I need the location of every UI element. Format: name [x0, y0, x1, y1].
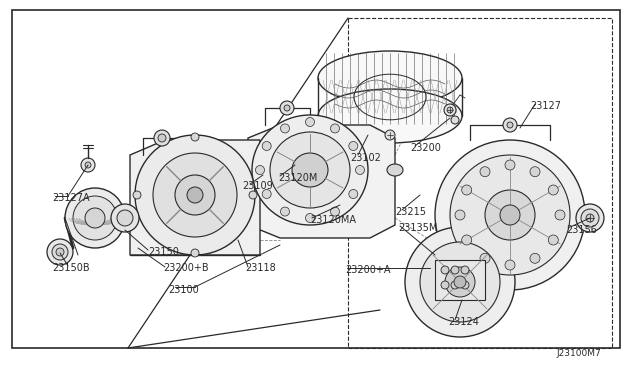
- Circle shape: [505, 160, 515, 170]
- Circle shape: [85, 162, 91, 168]
- Circle shape: [576, 204, 604, 232]
- Text: 23127: 23127: [530, 101, 561, 111]
- Circle shape: [249, 191, 257, 199]
- Ellipse shape: [292, 153, 328, 187]
- Circle shape: [133, 191, 141, 199]
- Text: 23156: 23156: [566, 225, 597, 235]
- Ellipse shape: [252, 115, 368, 225]
- Bar: [348, 18, 612, 348]
- Circle shape: [280, 207, 289, 216]
- Circle shape: [305, 214, 314, 222]
- Circle shape: [555, 210, 565, 220]
- Ellipse shape: [153, 153, 237, 237]
- Ellipse shape: [454, 276, 466, 288]
- Ellipse shape: [318, 89, 462, 143]
- Text: 23127A: 23127A: [52, 193, 90, 203]
- Ellipse shape: [445, 267, 475, 297]
- Circle shape: [480, 253, 490, 263]
- Text: 23200: 23200: [410, 143, 441, 153]
- Circle shape: [158, 134, 166, 142]
- Circle shape: [191, 249, 199, 257]
- Circle shape: [447, 107, 453, 113]
- Text: 23150: 23150: [148, 247, 179, 257]
- Circle shape: [385, 130, 395, 140]
- Ellipse shape: [73, 196, 117, 240]
- Ellipse shape: [485, 190, 535, 240]
- Circle shape: [255, 166, 264, 174]
- Circle shape: [451, 266, 459, 274]
- Circle shape: [349, 141, 358, 151]
- Circle shape: [503, 118, 517, 132]
- Ellipse shape: [435, 140, 585, 290]
- Text: 23120M: 23120M: [278, 173, 317, 183]
- Circle shape: [451, 281, 459, 289]
- Circle shape: [548, 185, 558, 195]
- Text: J23100M7: J23100M7: [556, 350, 601, 359]
- Ellipse shape: [387, 164, 403, 176]
- Circle shape: [349, 189, 358, 199]
- Circle shape: [507, 122, 513, 128]
- Circle shape: [191, 133, 199, 141]
- Circle shape: [441, 266, 449, 274]
- Ellipse shape: [175, 175, 215, 215]
- Circle shape: [461, 235, 472, 245]
- Circle shape: [461, 281, 469, 289]
- Text: 23150B: 23150B: [52, 263, 90, 273]
- Circle shape: [262, 141, 271, 151]
- Text: 23200+B: 23200+B: [163, 263, 209, 273]
- Circle shape: [461, 185, 472, 195]
- Bar: [435, 260, 485, 300]
- Circle shape: [444, 104, 456, 116]
- Text: 23109: 23109: [242, 181, 273, 191]
- Circle shape: [280, 101, 294, 115]
- Text: 23118: 23118: [245, 263, 276, 273]
- Ellipse shape: [187, 187, 203, 203]
- Circle shape: [52, 244, 68, 260]
- Ellipse shape: [270, 132, 350, 208]
- Text: 23200+A: 23200+A: [345, 265, 390, 275]
- Circle shape: [586, 214, 594, 222]
- Circle shape: [154, 130, 170, 146]
- Text: 23124: 23124: [448, 317, 479, 327]
- Text: 23135M: 23135M: [398, 223, 437, 233]
- Circle shape: [530, 167, 540, 177]
- Circle shape: [305, 118, 314, 126]
- Text: 23100: 23100: [168, 285, 199, 295]
- Circle shape: [548, 235, 558, 245]
- Circle shape: [451, 116, 459, 124]
- Ellipse shape: [420, 242, 500, 322]
- Circle shape: [56, 248, 64, 256]
- Circle shape: [461, 266, 469, 274]
- Circle shape: [441, 281, 449, 289]
- Text: 23215: 23215: [395, 207, 426, 217]
- Ellipse shape: [111, 204, 139, 232]
- Text: 23120MA: 23120MA: [310, 215, 356, 225]
- Ellipse shape: [65, 188, 125, 248]
- Ellipse shape: [85, 208, 105, 228]
- Circle shape: [330, 207, 339, 216]
- Ellipse shape: [405, 227, 515, 337]
- Circle shape: [455, 210, 465, 220]
- Ellipse shape: [318, 51, 462, 105]
- Circle shape: [81, 158, 95, 172]
- Circle shape: [284, 105, 290, 111]
- Ellipse shape: [117, 210, 133, 226]
- Circle shape: [280, 124, 289, 133]
- Circle shape: [47, 239, 73, 265]
- Circle shape: [480, 167, 490, 177]
- Circle shape: [530, 253, 540, 263]
- Polygon shape: [130, 140, 260, 255]
- Circle shape: [505, 260, 515, 270]
- Circle shape: [262, 189, 271, 199]
- Circle shape: [581, 209, 599, 227]
- Ellipse shape: [450, 155, 570, 275]
- Ellipse shape: [135, 135, 255, 255]
- Circle shape: [330, 124, 339, 133]
- Polygon shape: [248, 125, 395, 238]
- Ellipse shape: [500, 205, 520, 225]
- Text: 23102: 23102: [350, 153, 381, 163]
- Circle shape: [355, 166, 365, 174]
